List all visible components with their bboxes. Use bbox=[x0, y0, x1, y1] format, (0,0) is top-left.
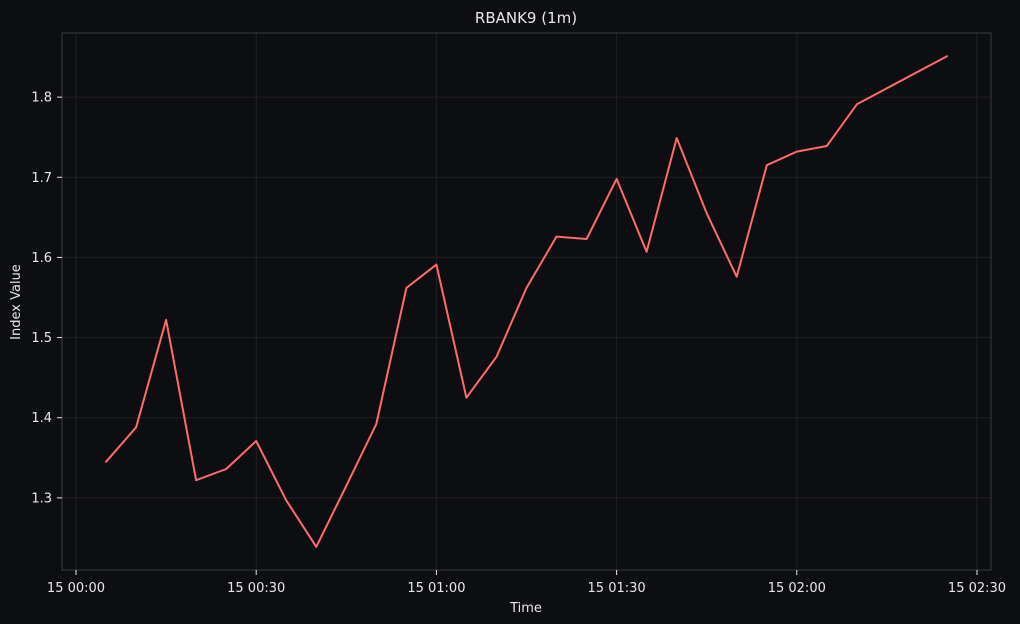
data-point bbox=[255, 440, 257, 442]
data-point bbox=[495, 356, 497, 358]
data-point bbox=[916, 71, 918, 73]
series-layer bbox=[105, 55, 948, 548]
grid-layer bbox=[62, 33, 991, 570]
data-point bbox=[766, 164, 768, 166]
y-tick-label: 1.5 bbox=[31, 331, 52, 346]
data-point bbox=[555, 235, 557, 237]
data-point bbox=[946, 55, 948, 57]
y-axis-label: Index Value bbox=[9, 264, 24, 340]
y-tick-label: 1.8 bbox=[31, 91, 52, 106]
x-tick-label: 15 02:30 bbox=[948, 581, 1006, 596]
x-axis-label: Time bbox=[509, 601, 542, 616]
y-axis-ticks: 1.3 1.4 1.5 1.6 1.7 1.8 bbox=[31, 91, 62, 506]
data-point bbox=[435, 263, 437, 265]
data-point bbox=[315, 546, 317, 548]
data-point bbox=[856, 103, 858, 105]
x-tick-label: 15 01:30 bbox=[588, 581, 646, 596]
data-point bbox=[105, 461, 107, 463]
data-point bbox=[165, 319, 167, 321]
data-point bbox=[135, 426, 137, 428]
data-point bbox=[465, 396, 467, 398]
data-point bbox=[285, 499, 287, 501]
data-point bbox=[796, 150, 798, 152]
plot-frame bbox=[61, 32, 992, 571]
data-point bbox=[826, 145, 828, 147]
data-point bbox=[736, 275, 738, 277]
y-tick-label: 1.7 bbox=[31, 171, 52, 186]
data-point bbox=[225, 468, 227, 470]
x-tick-label: 15 00:30 bbox=[227, 581, 285, 596]
series-line-0 bbox=[105, 55, 948, 548]
data-point bbox=[585, 238, 587, 240]
data-point bbox=[405, 287, 407, 289]
data-point bbox=[675, 137, 677, 139]
x-tick-label: 15 02:00 bbox=[768, 581, 826, 596]
y-tick-label: 1.4 bbox=[31, 411, 52, 426]
data-point bbox=[645, 251, 647, 253]
x-tick-label: 15 01:00 bbox=[407, 581, 465, 596]
y-tick-label: 1.6 bbox=[31, 251, 52, 266]
x-tick-label: 15 00:00 bbox=[47, 581, 105, 596]
data-point bbox=[706, 212, 708, 214]
data-point bbox=[615, 178, 617, 180]
data-point bbox=[525, 287, 527, 289]
y-tick-label: 1.3 bbox=[31, 491, 52, 506]
data-point bbox=[195, 479, 197, 481]
chart-title: RBANK9 (1m) bbox=[475, 9, 577, 27]
data-point bbox=[345, 485, 347, 487]
data-point bbox=[886, 87, 888, 89]
data-point bbox=[375, 423, 377, 425]
x-axis-ticks: 15 00:00 15 00:30 15 01:00 15 01:30 15 02:00… bbox=[47, 570, 1006, 596]
